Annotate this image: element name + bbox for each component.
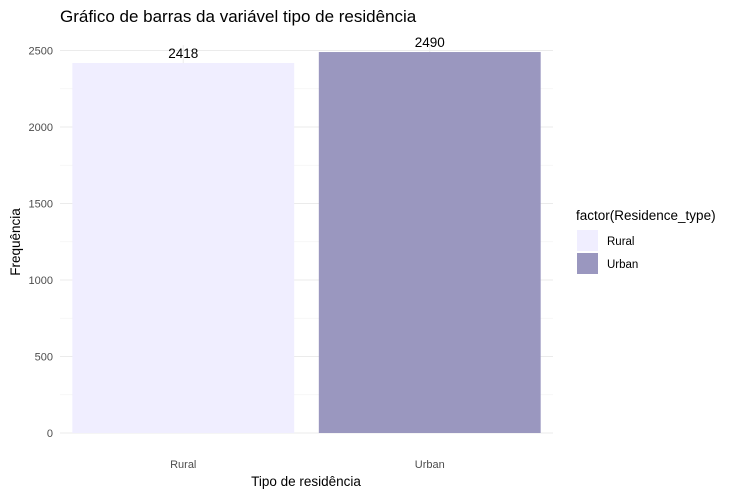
data-label-rural: 2418	[168, 46, 198, 61]
x-axis-ticks: Rural Urban	[170, 459, 445, 471]
legend: factor(Residence_type) Rural Urban	[576, 208, 716, 274]
data-labels-group: 2418 2490	[168, 35, 445, 61]
data-label-urban: 2490	[415, 35, 445, 50]
legend-items: Rural Urban	[577, 230, 638, 274]
y-tick-label: 1000	[29, 275, 53, 287]
y-tick-label: 1500	[29, 199, 53, 211]
y-tick-label: 0	[47, 428, 53, 440]
legend-swatch-urban	[577, 253, 598, 274]
y-tick-label: 500	[35, 352, 53, 364]
legend-swatch-rural	[577, 230, 598, 251]
bars-group	[72, 52, 541, 434]
y-tick-label: 2000	[29, 122, 53, 134]
x-axis-title: Tipo de residência	[251, 474, 361, 489]
bar-urban	[318, 52, 541, 433]
bar-rural	[72, 63, 295, 434]
chart-title: Gráfico de barras da variável tipo de re…	[60, 7, 417, 26]
y-tick-label: 2500	[29, 46, 53, 58]
y-axis-ticks: 0 500 1000 1500 2000 2500	[29, 46, 53, 441]
x-tick-label: Urban	[415, 459, 445, 471]
legend-title: factor(Residence_type)	[576, 208, 716, 223]
x-tick-label: Rural	[170, 459, 196, 471]
y-axis-title: Frequência	[8, 208, 23, 276]
legend-label-rural: Rural	[607, 236, 634, 248]
legend-label-urban: Urban	[607, 259, 638, 271]
